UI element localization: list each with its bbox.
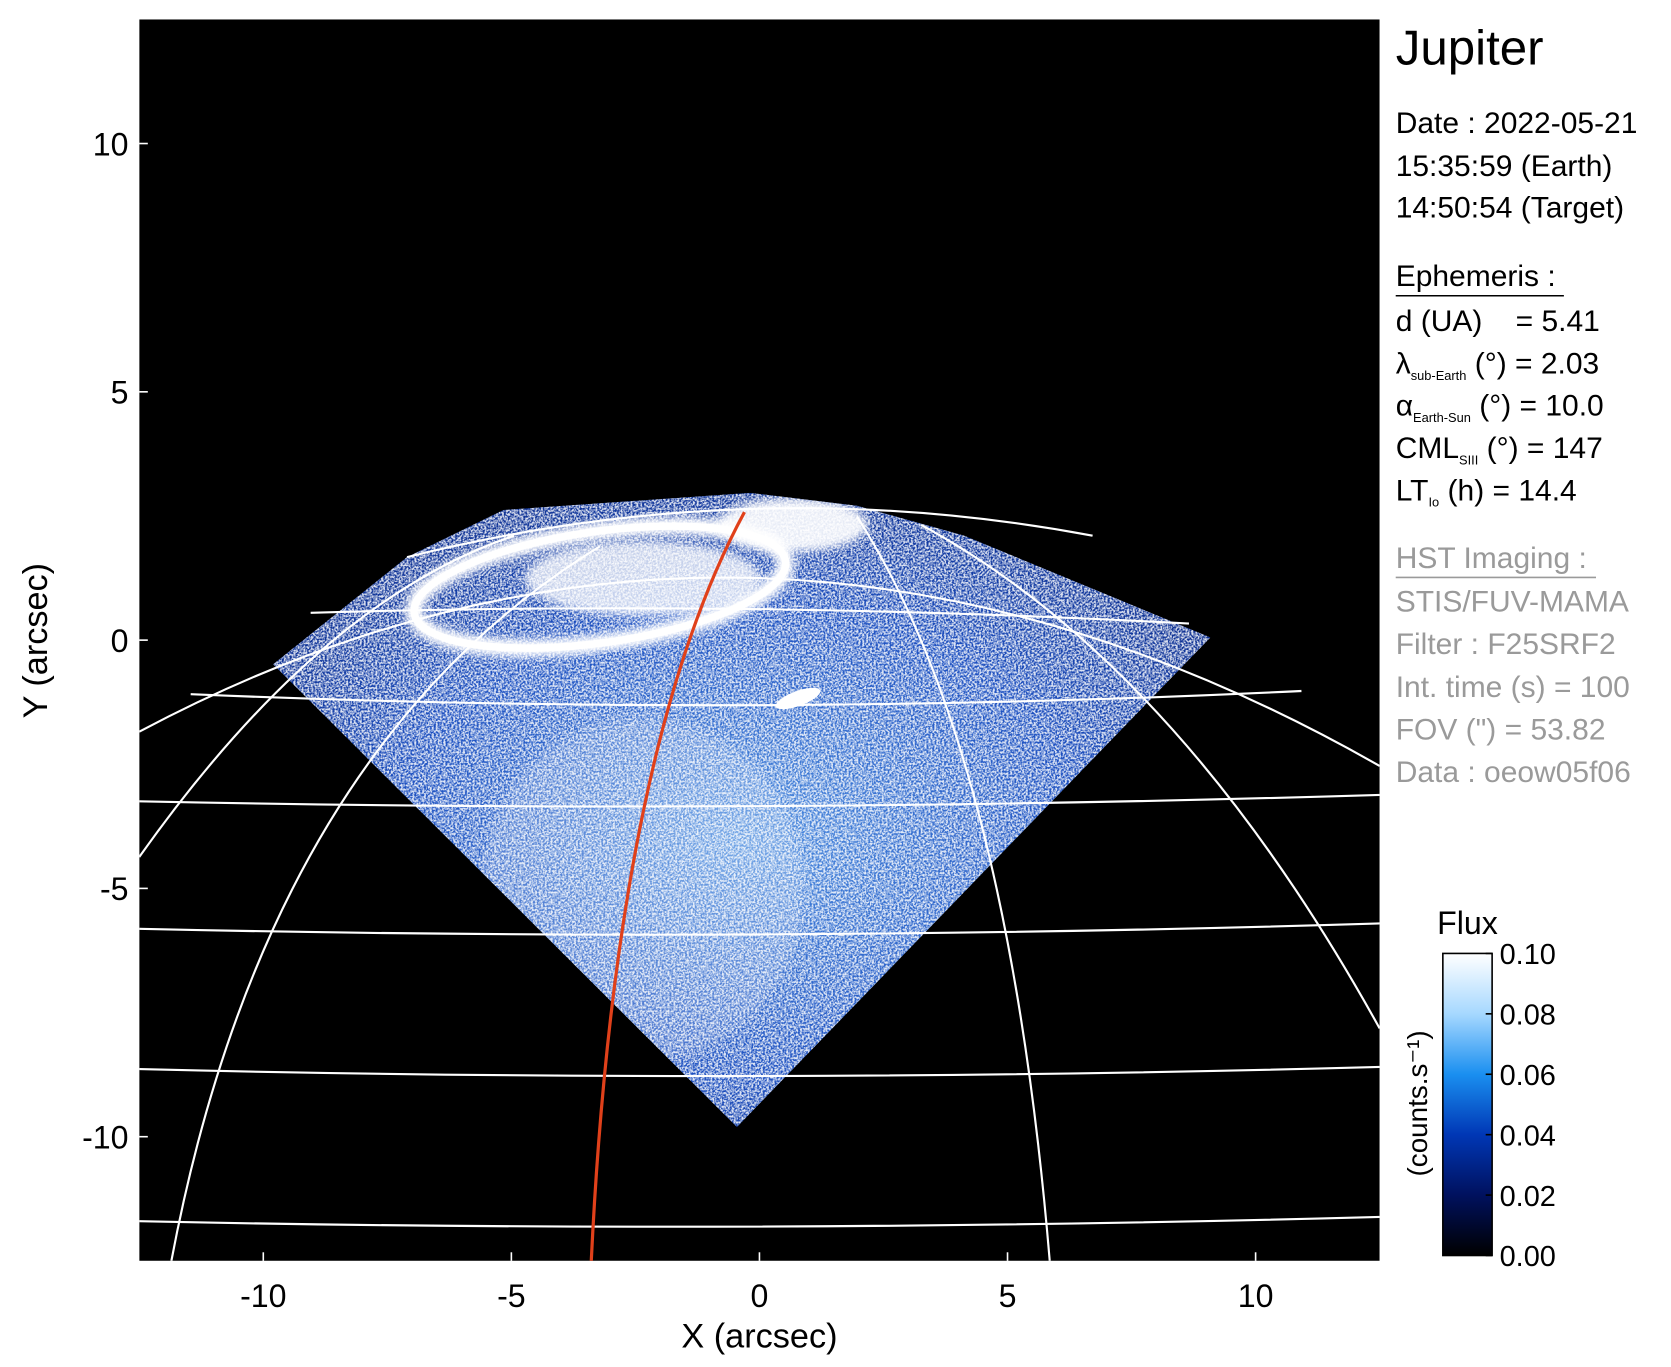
ephemeris-subscript: Io (1428, 495, 1439, 510)
footprint-spot (775, 687, 821, 710)
latitude-line (139, 1215, 1380, 1228)
ephemeris-row: λsub-Earth (°) = 2.03 (1396, 347, 1600, 382)
ephemeris-value: (°) = 10.0 (1471, 390, 1604, 423)
longitude-line (856, 515, 1051, 1261)
colorbar-tick-label: 0.04 (1500, 1120, 1556, 1152)
y-tick-label: 10 (93, 126, 129, 162)
io-footprint-track (589, 511, 746, 1261)
ephemeris-symbol: LT (1396, 474, 1429, 507)
ephemeris-subscript: SIII (1459, 452, 1478, 467)
ephemeris-symbol: α (1396, 390, 1413, 423)
imaging-line: Data : oeow05f06 (1396, 756, 1631, 789)
y-tick-label: 5 (111, 375, 129, 411)
y-tick-label: -10 (82, 1119, 128, 1155)
ephemeris-value: (h) = 14.4 (1439, 474, 1577, 507)
colorbar-tick-label: 0.00 (1500, 1241, 1556, 1273)
x-tick-label: 0 (751, 1278, 769, 1314)
auroral-oval-core (410, 522, 790, 652)
date: Date : 2022-05-21 (1396, 107, 1638, 140)
ephemeris-symbol: d (UA) = 5.41 (1396, 305, 1600, 338)
ephemeris-row: CMLSIII (°) = 147 (1396, 432, 1603, 467)
colorbar-label: (counts.s⁻¹) (1402, 1030, 1433, 1176)
colorbar-tick-label: 0.08 (1500, 1000, 1556, 1032)
ephemeris-row: LTIo (h) = 14.4 (1396, 474, 1577, 509)
colorbar-tick-label: 0.10 (1500, 939, 1556, 971)
earth-time: 15:35:59 (Earth) (1396, 150, 1613, 183)
imaging-line: Int. time (s) = 100 (1396, 671, 1630, 704)
colorbar-scale (1442, 952, 1493, 1257)
colorbar-tick-label: 0.06 (1500, 1060, 1556, 1092)
imaging-title: HST Imaging : (1396, 542, 1587, 575)
colorbar-title: Flux (1437, 905, 1498, 941)
x-axis-label: X (arcsec) (681, 1318, 837, 1356)
bright-spot (717, 498, 868, 552)
ephemeris-row: d (UA) = 5.41 (1396, 305, 1600, 338)
image-area (139, 19, 1380, 1261)
target-time: 14:50:54 (Target) (1396, 192, 1624, 225)
ephemeris-row: αEarth-Sun (°) = 10.0 (1396, 390, 1604, 425)
ephemeris-symbol: λ (1396, 347, 1411, 380)
x-tick-label: -5 (497, 1278, 526, 1314)
y-axis-label: Y (arcsec) (17, 563, 55, 719)
longitude-line (170, 545, 601, 1261)
ephemeris-subscript: sub-Earth (1411, 368, 1467, 383)
ephemeris-title: Ephemeris : (1396, 260, 1556, 293)
imaging-line: STIS/FUV-MAMA (1396, 586, 1629, 619)
planet-title: Jupiter (1396, 20, 1544, 75)
imaging-line: FOV (") = 53.82 (1396, 713, 1606, 746)
ephemeris-symbol: CML (1396, 432, 1459, 465)
ephemeris-subscript: Earth-Sun (1413, 410, 1471, 425)
colorbar-tick-label: 0.02 (1500, 1181, 1556, 1213)
latitude-line (406, 507, 1093, 559)
longitude-line (920, 524, 1380, 1029)
y-tick-label: -5 (100, 871, 129, 907)
colorbar: 0.00 0.02 0.04 0.06 0.08 0.10 (1442, 939, 1556, 1273)
latitude-line (139, 922, 1380, 936)
y-tick-label: 0 (111, 623, 129, 659)
axes: -10 -5 0 5 10 -10 -5 0 5 10 (82, 126, 1273, 1314)
x-tick-label: 10 (1238, 1278, 1274, 1314)
polar-emission (524, 541, 761, 617)
planet-grid (139, 507, 1380, 1261)
ephemeris-value: (°) = 147 (1478, 432, 1603, 465)
imaging-line: Filter : F25SRF2 (1396, 628, 1616, 661)
latitude-line (139, 1065, 1380, 1078)
ephemeris-value: (°) = 2.03 (1466, 347, 1599, 380)
longitude-line (139, 534, 515, 858)
latitude-line (139, 793, 1380, 808)
x-tick-label: -10 (240, 1278, 286, 1314)
latitude-line (190, 689, 1302, 707)
imaging-info: STIS/FUV-MAMA Filter : F25SRF2 Int. time (… (1396, 586, 1631, 789)
x-tick-label: 5 (999, 1278, 1017, 1314)
ephemeris: d (UA) = 5.41 λsub-Earth (°) = 2.03 αEarth… (1396, 305, 1604, 510)
latitude-line (310, 607, 1190, 625)
